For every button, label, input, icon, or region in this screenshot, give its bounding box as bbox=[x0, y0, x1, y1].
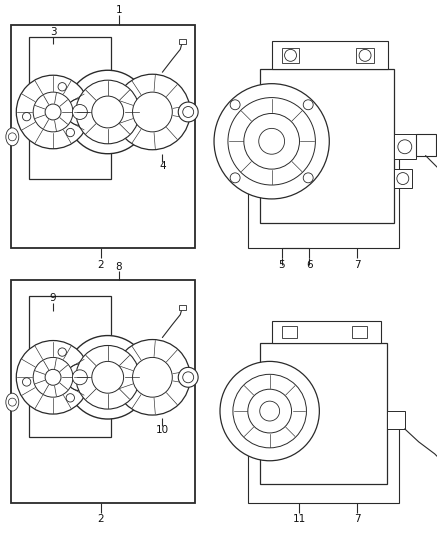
Bar bbox=[387, 411, 405, 429]
Circle shape bbox=[133, 92, 172, 132]
Bar bbox=[179, 305, 186, 310]
Text: 2: 2 bbox=[97, 514, 104, 524]
Circle shape bbox=[33, 92, 73, 132]
Bar bbox=[356, 49, 374, 63]
Bar bbox=[11, 25, 195, 248]
Text: 2: 2 bbox=[97, 260, 104, 270]
Circle shape bbox=[303, 173, 313, 183]
Circle shape bbox=[33, 358, 73, 397]
Text: 11: 11 bbox=[293, 514, 306, 524]
Circle shape bbox=[66, 70, 149, 154]
Circle shape bbox=[66, 394, 74, 402]
Circle shape bbox=[397, 173, 409, 184]
Bar bbox=[272, 321, 381, 343]
Circle shape bbox=[72, 104, 87, 119]
Circle shape bbox=[285, 50, 297, 61]
Bar bbox=[272, 42, 388, 69]
Circle shape bbox=[178, 102, 198, 122]
Ellipse shape bbox=[6, 128, 19, 146]
Circle shape bbox=[248, 389, 292, 433]
Circle shape bbox=[67, 364, 93, 391]
Circle shape bbox=[230, 173, 240, 183]
Circle shape bbox=[183, 107, 194, 117]
Text: 7: 7 bbox=[354, 514, 360, 524]
Text: 4: 4 bbox=[159, 160, 166, 171]
Circle shape bbox=[8, 133, 16, 141]
Circle shape bbox=[66, 128, 74, 136]
Circle shape bbox=[72, 370, 87, 385]
Circle shape bbox=[303, 100, 313, 110]
Circle shape bbox=[398, 140, 412, 154]
Circle shape bbox=[76, 345, 140, 409]
Circle shape bbox=[58, 348, 67, 356]
Circle shape bbox=[16, 341, 90, 414]
Text: 10: 10 bbox=[156, 425, 169, 435]
Bar bbox=[394, 134, 416, 159]
Circle shape bbox=[178, 367, 198, 387]
Circle shape bbox=[45, 369, 61, 385]
Circle shape bbox=[115, 74, 190, 150]
Bar bbox=[260, 343, 387, 483]
Bar bbox=[260, 69, 394, 223]
Circle shape bbox=[67, 99, 93, 125]
Circle shape bbox=[260, 401, 279, 421]
Bar bbox=[11, 280, 195, 504]
Circle shape bbox=[115, 340, 190, 415]
Text: 7: 7 bbox=[354, 260, 360, 270]
Circle shape bbox=[92, 96, 124, 128]
Circle shape bbox=[259, 128, 285, 154]
Text: 1: 1 bbox=[115, 5, 122, 14]
Circle shape bbox=[233, 374, 307, 448]
Text: 3: 3 bbox=[50, 28, 57, 37]
Bar bbox=[179, 39, 186, 44]
Circle shape bbox=[244, 114, 300, 169]
Text: 6: 6 bbox=[306, 260, 313, 270]
Circle shape bbox=[220, 361, 319, 461]
Text: 8: 8 bbox=[115, 262, 122, 272]
Bar bbox=[282, 326, 297, 337]
Bar bbox=[248, 422, 399, 504]
Circle shape bbox=[8, 398, 16, 406]
Circle shape bbox=[76, 80, 140, 144]
Circle shape bbox=[22, 112, 31, 121]
Circle shape bbox=[16, 75, 90, 149]
Bar bbox=[394, 168, 412, 189]
Bar bbox=[29, 296, 111, 437]
Bar bbox=[248, 154, 399, 248]
Circle shape bbox=[58, 83, 67, 91]
Circle shape bbox=[133, 358, 172, 397]
Circle shape bbox=[214, 84, 329, 199]
Circle shape bbox=[92, 361, 124, 393]
Bar bbox=[352, 326, 367, 337]
Circle shape bbox=[230, 100, 240, 110]
Circle shape bbox=[66, 336, 149, 419]
Ellipse shape bbox=[6, 393, 19, 411]
Bar bbox=[282, 49, 300, 63]
Circle shape bbox=[183, 372, 194, 383]
Bar bbox=[29, 37, 111, 179]
Text: 5: 5 bbox=[278, 260, 285, 270]
Circle shape bbox=[359, 50, 371, 61]
Circle shape bbox=[228, 98, 315, 185]
Bar bbox=[416, 134, 436, 156]
Circle shape bbox=[45, 104, 61, 120]
Circle shape bbox=[22, 378, 31, 386]
Text: 9: 9 bbox=[50, 293, 57, 303]
